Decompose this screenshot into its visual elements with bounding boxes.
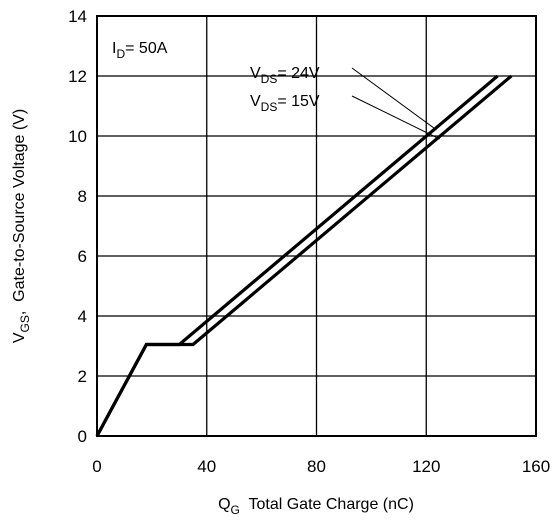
series-lines (95, 74, 513, 437)
series-label-vds-24v: VDS= 24V (250, 65, 320, 86)
x-tick-label: 40 (197, 457, 216, 476)
x-title-sub: G (231, 503, 240, 517)
annotation-sub: D (116, 47, 125, 61)
y-tick-label: 0 (78, 427, 87, 446)
y-tick-label: 10 (68, 127, 87, 146)
x-tick-label: 160 (522, 457, 550, 476)
series-line-2 (95, 74, 513, 437)
y-axis-title: VGS, Gate-to-Source Voltage (V) (11, 109, 32, 343)
x-title-main: Q (218, 496, 230, 513)
id-annotation: ID= 50A (112, 40, 168, 61)
x-tick-label: 120 (412, 457, 440, 476)
x-tick-labels: 0 40 80 120 160 (92, 457, 550, 476)
annotation-rest: = 50A (125, 40, 168, 57)
series-label-1-main: V (250, 65, 261, 82)
y-tick-labels: 0 2 4 6 8 10 12 14 (68, 7, 87, 446)
y-tick-label: 6 (78, 247, 87, 266)
series-label-2-main: V (250, 93, 261, 110)
y-tick-label: 14 (68, 7, 87, 26)
leader-line-15v (351, 95, 440, 140)
series-label-2-rest: = 15V (277, 93, 320, 110)
y-tick-label: 2 (78, 367, 87, 386)
series-label-1-rest: = 24V (277, 65, 320, 82)
x-tick-label: 80 (307, 457, 326, 476)
y-tick-label: 12 (68, 67, 87, 86)
plot-frame (96, 15, 537, 437)
y-tick-label: 4 (78, 307, 87, 326)
x-title-rest: Total Gate Charge (nC) (240, 496, 414, 513)
series-label-vds-15v: VDS= 15V (250, 93, 320, 114)
leader-line-24v (351, 67, 437, 131)
annotation-main: I (112, 40, 116, 57)
y-title-rest: , Gate-to-Source Voltage (V) (11, 109, 28, 315)
series-label-2-sub: DS (261, 100, 278, 114)
x-axis-title: QG Total Gate Charge (nC) (218, 496, 414, 517)
y-tick-label: 8 (78, 187, 87, 206)
x-tick-label: 0 (92, 457, 101, 476)
y-title-main: V (11, 332, 28, 343)
series-label-1-sub: DS (261, 72, 278, 86)
y-title-sub: GS (18, 315, 32, 332)
